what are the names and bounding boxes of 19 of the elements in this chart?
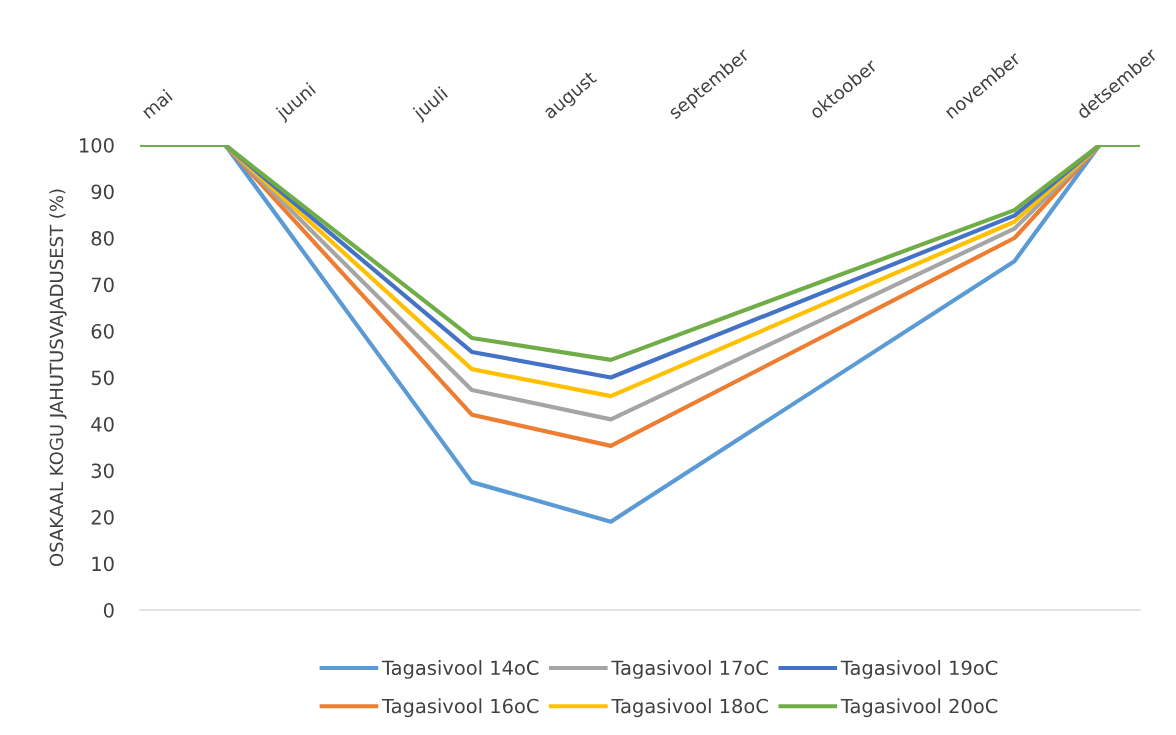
y-tick-label: 20 (91, 509, 114, 525)
y-axis-title: OSAKAAL KOGU JAHUTUSVAJADUSEST (%) (49, 189, 67, 567)
y-tick-label: 50 (91, 370, 114, 386)
y-tick-label: 90 (91, 184, 114, 200)
y-tick-label: 60 (91, 323, 114, 339)
legend-label: Tagasivool 14oC (381, 660, 539, 679)
y-tick-label: 10 (92, 556, 114, 572)
legend-label: Tagasivool 19oC (840, 660, 998, 679)
y-tick-label: 70 (91, 277, 114, 293)
y-tick-label: 80 (91, 230, 114, 246)
y-tick-label: 30 (91, 463, 114, 479)
legend-label: Tagasivool 20oC (840, 698, 998, 718)
x-tick-label: mai (140, 88, 173, 120)
y-tick-label: 40 (91, 416, 114, 432)
y-tick-label: 100 (80, 137, 114, 153)
legend-label: Tagasivool 16oC (381, 698, 539, 718)
legend-label: Tagasivool 17oC (611, 660, 768, 679)
y-tick-label: 0 (103, 602, 114, 618)
legend-label: Tagasivool 18oC (611, 698, 768, 718)
